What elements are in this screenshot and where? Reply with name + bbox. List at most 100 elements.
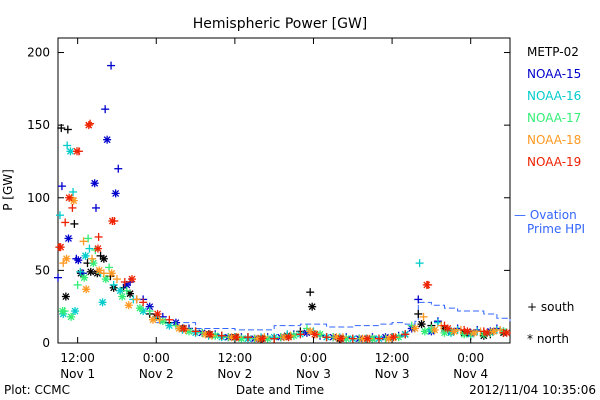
metp-02-north-point xyxy=(86,267,95,276)
noaa-18-north-point xyxy=(124,301,133,310)
noaa-17-north-point xyxy=(440,328,449,337)
noaa-16-south-point xyxy=(69,187,78,196)
noaa-19-north-point xyxy=(108,217,117,225)
noaa-16-north-point xyxy=(81,251,90,260)
noaa-15-south-point xyxy=(101,105,110,114)
noaa-19-south-point xyxy=(348,334,357,343)
noaa-19-south-point xyxy=(120,278,129,286)
noaa-17-north-point xyxy=(101,275,110,284)
noaa-17-south-point xyxy=(84,234,93,243)
legend-metp-02: METP-02 xyxy=(527,45,579,59)
noaa-19-north-point xyxy=(443,324,452,333)
noaa-19-south-point xyxy=(191,327,200,336)
noaa-18-north-point xyxy=(148,315,157,324)
noaa-19-north-point xyxy=(93,244,102,253)
noaa-19-south-point xyxy=(374,334,383,343)
noaa-18-north-point xyxy=(95,266,104,275)
noaa-17-north-point xyxy=(135,304,144,313)
legend-noaa-18: NOAA-18 xyxy=(527,133,581,147)
legend-noaa-16: NOAA-16 xyxy=(527,89,581,103)
y-tick-label: 50 xyxy=(35,263,50,277)
x-tick-label-time: 12:00 xyxy=(218,351,253,365)
legend-north-marker: * north xyxy=(527,332,569,346)
x-axis-label: Date and Time xyxy=(236,383,324,397)
x-tick-label-time: 12:00 xyxy=(375,351,410,365)
noaa-18-south-point xyxy=(99,269,108,278)
footer-timestamp: 2012/11/04 10:35:06 xyxy=(469,383,596,397)
noaa-19-north-point xyxy=(502,328,511,337)
noaa-19-north-point xyxy=(179,324,188,333)
noaa-15-north-point xyxy=(111,189,120,198)
noaa-19-south-point xyxy=(139,298,148,307)
noaa-15-north-point xyxy=(64,234,73,243)
metp-02-south-point xyxy=(63,125,72,134)
noaa-17-north-point xyxy=(80,273,89,282)
ovation-prime-series xyxy=(156,301,511,331)
noaa-18-north-point xyxy=(69,196,78,205)
noaa-19-north-point xyxy=(84,121,93,130)
noaa-19-south-point xyxy=(296,330,305,339)
legend: METP-02 NOAA-15 NOAA-16 NOAA-17 NOAA-18 … xyxy=(514,45,585,346)
y-tick-label: 0 xyxy=(42,336,50,350)
noaa-19-north-point xyxy=(56,243,65,252)
noaa-17-north-point xyxy=(118,292,127,301)
metp-02-south-point xyxy=(306,288,315,297)
y-axis-label: P [GW] xyxy=(1,169,15,211)
x-tick-label-date: Nov 3 xyxy=(375,367,410,381)
noaa-19-north-point xyxy=(483,328,492,337)
x-tick-label-date: Nov 1 xyxy=(60,367,95,381)
metp-02-north-point xyxy=(99,254,108,263)
noaa-16-north-point xyxy=(98,298,107,307)
noaa-18-north-point xyxy=(430,325,439,334)
legend-noaa-17: NOAA-17 xyxy=(527,111,581,125)
x-tick-label-date: Nov 3 xyxy=(296,367,331,381)
noaa-19-north-point xyxy=(153,309,162,318)
noaa-18-south-point xyxy=(419,312,428,321)
metp-02-north-point xyxy=(61,292,70,301)
noaa-19-south-point xyxy=(165,315,174,324)
noaa-19-north-point xyxy=(128,275,137,284)
noaa-19-north-point xyxy=(65,193,74,202)
x-tick-label-time: 12:00 xyxy=(60,351,95,365)
noaa-16-south-point xyxy=(55,211,64,220)
x-tick-label-date: Nov 2 xyxy=(139,367,174,381)
x-tick-label-time: 0:00 xyxy=(143,351,170,365)
noaa-19-north-point xyxy=(258,334,267,343)
noaa-16-south-point xyxy=(76,267,85,276)
y-tick-label: 100 xyxy=(27,191,50,205)
noaa-15-south-point xyxy=(91,203,100,212)
legend-ovation-line1: — Ovation xyxy=(514,208,577,222)
noaa-18-south-point xyxy=(88,254,97,263)
noaa-15-south-point xyxy=(114,164,123,173)
noaa-18-south-point xyxy=(79,237,88,246)
noaa-18-south-point xyxy=(112,275,121,284)
noaa-18-south-point xyxy=(132,295,141,304)
noaa-17-south-point xyxy=(145,307,154,316)
noaa-15-south-point xyxy=(54,273,62,282)
noaa-19-north-point xyxy=(72,147,81,156)
y-tick-label: 200 xyxy=(27,46,50,60)
noaa-19-south-point xyxy=(68,203,77,212)
noaa-18-north-point xyxy=(62,254,71,263)
noaa-18-north-point xyxy=(489,327,498,336)
footer-plot-source: Plot: CCMC xyxy=(4,383,70,397)
noaa-18-south-point xyxy=(59,259,68,268)
legend-ovation-line2: Prime HPI xyxy=(527,222,585,236)
noaa-18-north-point xyxy=(411,324,420,333)
noaa-16-south-point xyxy=(85,244,94,253)
noaa-17-north-point xyxy=(420,327,429,336)
noaa-19-north-point xyxy=(422,280,431,289)
ovation-prime-line xyxy=(156,301,511,331)
noaa-18-north-point xyxy=(306,327,315,336)
noaa-19-north-point xyxy=(232,333,241,342)
noaa-19-north-point xyxy=(363,334,372,343)
metp-02-north-point xyxy=(308,302,317,311)
legend-noaa-19: NOAA-19 xyxy=(527,155,581,169)
noaa-19-south-point xyxy=(217,331,226,340)
noaa-17-north-point xyxy=(67,312,76,321)
noaa-18-north-point xyxy=(469,328,478,337)
noaa-19-south-point xyxy=(243,333,252,342)
noaa-15-north-point xyxy=(103,135,112,144)
y-axis: 0 50 100 150 200 xyxy=(27,46,510,350)
metp-02-south-point xyxy=(57,124,66,133)
